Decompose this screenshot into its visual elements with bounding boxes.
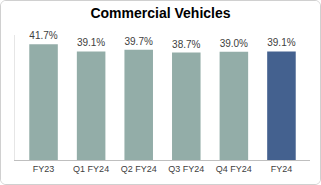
svg-text:Q4 FY24: Q4 FY24 bbox=[216, 164, 252, 174]
svg-text:FY23: FY23 bbox=[33, 164, 55, 174]
svg-text:FY24: FY24 bbox=[271, 164, 293, 174]
svg-text:39.1%: 39.1% bbox=[77, 37, 105, 48]
svg-text:39.0%: 39.0% bbox=[220, 38, 248, 49]
svg-text:Commercial Vehicles: Commercial Vehicles bbox=[90, 5, 230, 21]
svg-text:Q3 FY24: Q3 FY24 bbox=[168, 164, 204, 174]
svg-text:Q2 FY24: Q2 FY24 bbox=[121, 164, 157, 174]
svg-text:41.7%: 41.7% bbox=[29, 30, 57, 41]
svg-text:39.7%: 39.7% bbox=[124, 36, 152, 47]
svg-text:Q1 FY24: Q1 FY24 bbox=[73, 164, 109, 174]
svg-text:38.7%: 38.7% bbox=[172, 39, 200, 50]
svg-text:39.1%: 39.1% bbox=[267, 37, 295, 48]
